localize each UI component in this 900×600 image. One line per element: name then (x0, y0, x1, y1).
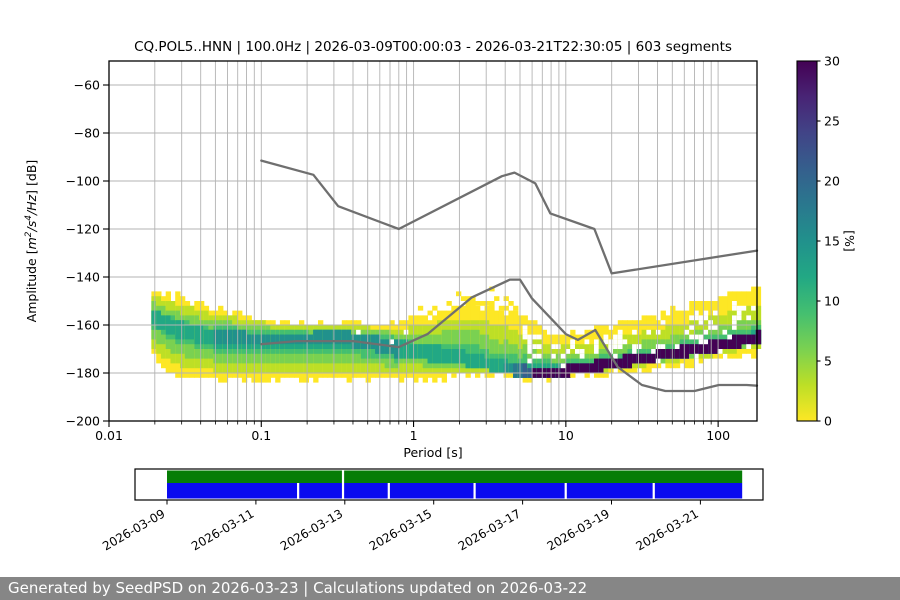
y-tick-label: −60 (74, 78, 100, 93)
timeline-date-label: 2026-03-09 (100, 506, 167, 553)
timeline-date-label: 2026-03-13 (278, 506, 345, 553)
y-tick-label: −80 (74, 126, 100, 141)
colorbar-tick-label: 5 (824, 354, 832, 369)
timeline-blue-gap (341, 483, 345, 499)
timeline-green-gap (341, 470, 345, 483)
colorbar-label: [%] (842, 230, 857, 252)
timeline-date-label: 2026-03-15 (367, 506, 434, 553)
timeline-date-label: 2026-03-21 (633, 506, 700, 553)
noise-model-lines (260, 159, 759, 393)
colorbar-tick-label: 15 (824, 234, 840, 249)
y-tick-label: −200 (66, 414, 100, 429)
timeline: 2026-03-09 2026-03-11 2026-03-13 2026-03-15… (100, 468, 764, 553)
nlnm-line (260, 278, 759, 393)
y-tick-label: −160 (66, 318, 100, 333)
timeline-date-label: 2026-03-19 (545, 506, 612, 553)
y-tick-label: −100 (66, 174, 100, 189)
nhnm-line (260, 159, 759, 275)
x-tick-label: 100 (706, 428, 730, 443)
yaxis-label: Amplitude [m2/s4/Hz] [dB] (24, 160, 39, 323)
x-tick-label: 10 (558, 428, 574, 443)
colorbar-tick-label: 30 (824, 54, 840, 69)
y-tick-label: −180 (66, 366, 100, 381)
colorbar-tick-label: 25 (824, 114, 840, 129)
chart-title: CQ.POL5..HNN | 100.0Hz | 2026-03-09T00:0… (134, 39, 732, 55)
timeline-blue-gap (387, 483, 390, 499)
ppsd-chart: 0.01 0.1 1 10 100−60−80−100−120−140−160−180−… (24, 39, 857, 553)
axes-frame (108, 60, 758, 422)
timeline-date-label: 2026-03-11 (189, 506, 256, 553)
timeline-blue-gap (297, 483, 300, 499)
colorbar-tick-label: 10 (824, 294, 840, 309)
grid-layer (108, 61, 757, 421)
y-tick-label: −140 (66, 270, 100, 285)
axes-ticks: 0.01 0.1 1 10 100 −60 −80 −100 −120 −140 −160 −180 −… (66, 78, 730, 444)
x-tick-label: 1 (410, 428, 418, 443)
x-tick-label: 0.01 (95, 428, 123, 443)
colorbar: 0 5 10 15 20 25 30 (796, 54, 840, 429)
timeline-blue-bar (167, 483, 743, 499)
footer-bar: Generated by SeedPSD on 2026-03-23 | Cal… (0, 577, 900, 600)
histogram-layer (151, 286, 762, 383)
x-tick-label: 0.1 (251, 428, 271, 443)
xaxis-label: Period [s] (403, 445, 462, 460)
colorbar-tick-label: 20 (824, 174, 840, 189)
timeline-blue-gap (564, 483, 567, 499)
timeline-green-bar (167, 470, 743, 483)
y-tick-label: −120 (66, 222, 100, 237)
colorbar-gradient (797, 61, 817, 421)
footer-text: Generated by SeedPSD on 2026-03-23 | Cal… (8, 579, 588, 597)
colorbar-tick-label: 0 (824, 414, 832, 429)
timeline-blue-gap (473, 483, 476, 499)
timeline-date-label: 2026-03-17 (456, 506, 523, 553)
timeline-blue-gap (652, 483, 655, 499)
